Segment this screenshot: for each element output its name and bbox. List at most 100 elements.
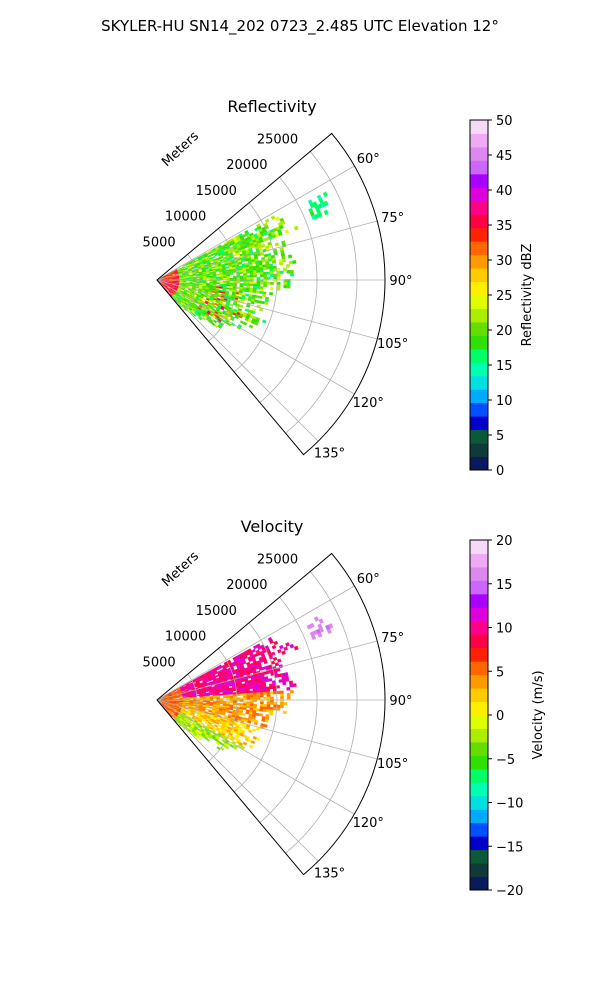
echo-gate: [259, 274, 264, 278]
echo-gate: [212, 696, 217, 699]
colorbar-segment: [470, 593, 488, 608]
echo-gate: [285, 678, 290, 682]
echo-gate: [243, 693, 247, 696]
echo-gate: [259, 286, 264, 290]
echo-gate: [219, 280, 224, 283]
echo-gate: [202, 278, 207, 280]
echo-gate: [243, 701, 247, 704]
echo-gate: [258, 307, 264, 312]
colorbar-segment: [470, 768, 488, 783]
radial-tick-label: 5000: [143, 655, 176, 670]
echo-gate: [309, 622, 315, 629]
echo-gate: [216, 698, 221, 700]
colorbar-segment: [470, 553, 488, 568]
echo-gate: [228, 289, 233, 292]
echo-gate: [246, 275, 251, 278]
echo-gate: [259, 701, 264, 705]
echo-gate: [232, 745, 238, 750]
echo-gate: [229, 317, 235, 322]
azimuth-tick-label: 135°: [314, 447, 345, 462]
echo-gate: [249, 270, 254, 274]
echo-gate: [253, 721, 258, 726]
echo-gate: [256, 286, 261, 289]
colorbar-segment: [470, 701, 488, 716]
colorbar-segment: [470, 795, 488, 810]
echo-gate: [239, 693, 244, 696]
colorbar-tick-label: 0: [496, 709, 504, 724]
echo-gate: [278, 231, 283, 237]
echo-gate: [256, 696, 261, 700]
colorbar-segment: [470, 375, 488, 390]
azimuth-tick-label: 90°: [389, 274, 412, 289]
echo-gate: [280, 702, 284, 706]
echo-gate: [226, 697, 231, 700]
azimuth-spoke: [156, 279, 319, 442]
azimuth-spoke: [156, 585, 355, 701]
echo-gate: [285, 264, 290, 268]
echo-gate: [249, 277, 254, 280]
colorbar-segment: [470, 661, 488, 676]
echo-gate: [224, 745, 230, 750]
colorbar-tick-label: −20: [496, 884, 523, 899]
echo-gate: [256, 269, 261, 273]
echo-gate: [252, 270, 257, 274]
echo-gate: [227, 322, 232, 327]
colorbar-tick-label: 20: [496, 534, 513, 549]
echo-gate: [266, 691, 271, 695]
echo-gate: [283, 702, 288, 706]
echo-gate: [273, 273, 278, 277]
echo-gate: [242, 741, 248, 746]
echo-gate: [253, 694, 257, 698]
echo-gate: [289, 269, 294, 274]
echo-gate: [269, 266, 274, 270]
echo-gate: [328, 623, 334, 629]
echo-gate: [189, 698, 194, 700]
echo-gate: [178, 303, 182, 308]
echo-gate: [233, 695, 237, 699]
reflectivity-panel: Reflectivity 5000 10000 15000 20000 25000 60…: [143, 97, 535, 479]
colorbar-segment: [470, 268, 488, 283]
velocity-panel: Velocity 5000 10000 15000 20000 25000 60° 75°…: [143, 517, 546, 899]
reflectivity-frame: [156, 132, 386, 456]
echo-gate: [198, 736, 202, 741]
echo-gate: [226, 276, 231, 279]
echo-gate: [232, 706, 237, 709]
azimuth-tick-label: 120°: [353, 816, 384, 831]
echo-gate: [239, 275, 244, 278]
colorbar-segment: [470, 456, 488, 471]
echo-gate: [276, 276, 281, 280]
echo-gate: [283, 646, 288, 651]
echo-gate: [222, 276, 227, 279]
echo-gate: [293, 645, 299, 651]
echo-gate: [239, 271, 244, 275]
echo-gate: [226, 696, 231, 699]
echo-gate: [286, 270, 291, 274]
echo-gate: [283, 282, 288, 286]
colorbar-tick-label: 30: [496, 254, 513, 269]
radial-tick-label: 20000: [226, 158, 267, 173]
echo-gate: [211, 255, 216, 259]
echo-gate: [266, 271, 271, 275]
echo-gate: [289, 683, 294, 688]
echo-gate: [280, 696, 284, 700]
echo-gate: [212, 278, 217, 280]
echo-gate: [229, 701, 234, 704]
azimuth-spoke: [156, 279, 378, 340]
echo-gate: [178, 723, 182, 727]
colorbar-segment: [470, 200, 488, 215]
echo-gate: [263, 271, 267, 275]
echo-gate: [253, 692, 257, 696]
echo-gate: [273, 640, 279, 646]
echo-gate: [269, 712, 274, 716]
echo-gate: [264, 719, 269, 723]
echo-gate: [264, 218, 270, 224]
echo-gate: [202, 317, 207, 321]
echo-gate: [250, 740, 256, 745]
echo-gate: [256, 692, 261, 696]
echo-gate: [253, 697, 257, 700]
echo-gate: [258, 713, 263, 717]
echo-gate: [290, 272, 294, 277]
echo-gate: [256, 281, 261, 285]
echo-gate: [246, 695, 251, 698]
echo-gate: [266, 688, 271, 693]
